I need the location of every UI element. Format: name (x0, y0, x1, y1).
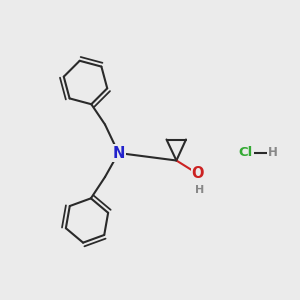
Text: H: H (268, 146, 278, 160)
Text: H: H (195, 184, 204, 195)
Text: O: O (192, 167, 204, 182)
Text: Cl: Cl (239, 146, 253, 160)
Text: N: N (112, 146, 125, 160)
